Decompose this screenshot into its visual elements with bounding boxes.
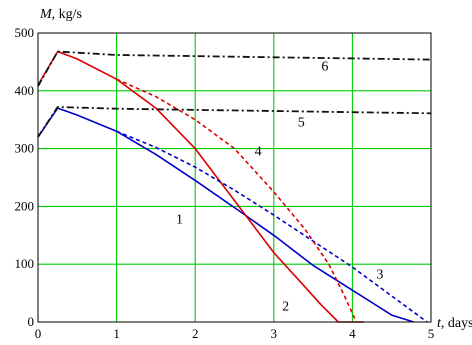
y-tick-label-400: 400	[15, 83, 35, 98]
curve-label-2: 2	[282, 299, 289, 314]
curve-labels: 1 2 3 4 5 6	[176, 60, 383, 315]
grid	[38, 33, 431, 322]
y-tick-label-0: 0	[28, 314, 35, 329]
curve-label-3: 3	[376, 268, 383, 283]
x-axis-var: t	[437, 316, 442, 331]
y-axis-title: M, kg/s	[39, 7, 82, 22]
y-tick-label-100: 100	[15, 256, 35, 271]
y-tick-label-300: 300	[15, 141, 35, 156]
x-tick-label-3: 3	[271, 326, 278, 341]
x-tick-label-1: 1	[113, 326, 120, 341]
y-axis-var: M	[39, 7, 53, 22]
plot-frame	[37, 32, 432, 323]
curve-label-5: 5	[298, 116, 305, 131]
series-line-5	[37, 106, 432, 138]
series-line-2	[37, 50, 365, 323]
x-tick-label-2: 2	[192, 326, 199, 341]
x-tick-label-0: 0	[35, 326, 42, 341]
x-tick-label-4: 4	[349, 326, 356, 341]
plot-border	[37, 32, 432, 323]
y-axis-unit: , kg/s	[52, 7, 82, 22]
curve-label-4: 4	[255, 145, 262, 160]
curve-label-1: 1	[176, 213, 183, 228]
series-line-3	[116, 130, 428, 323]
x-tick-label-5: 5	[428, 326, 435, 341]
series-lines	[37, 50, 432, 323]
x-axis-unit: , days	[441, 316, 472, 331]
y-tick-label-500: 500	[15, 25, 35, 40]
series-line-1	[37, 107, 414, 323]
series-line-6	[37, 50, 432, 87]
y-tick-label-200: 200	[15, 198, 35, 213]
series-line-4	[116, 78, 358, 323]
curve-label-6: 6	[321, 60, 328, 75]
x-axis-title: t, days	[437, 316, 472, 331]
